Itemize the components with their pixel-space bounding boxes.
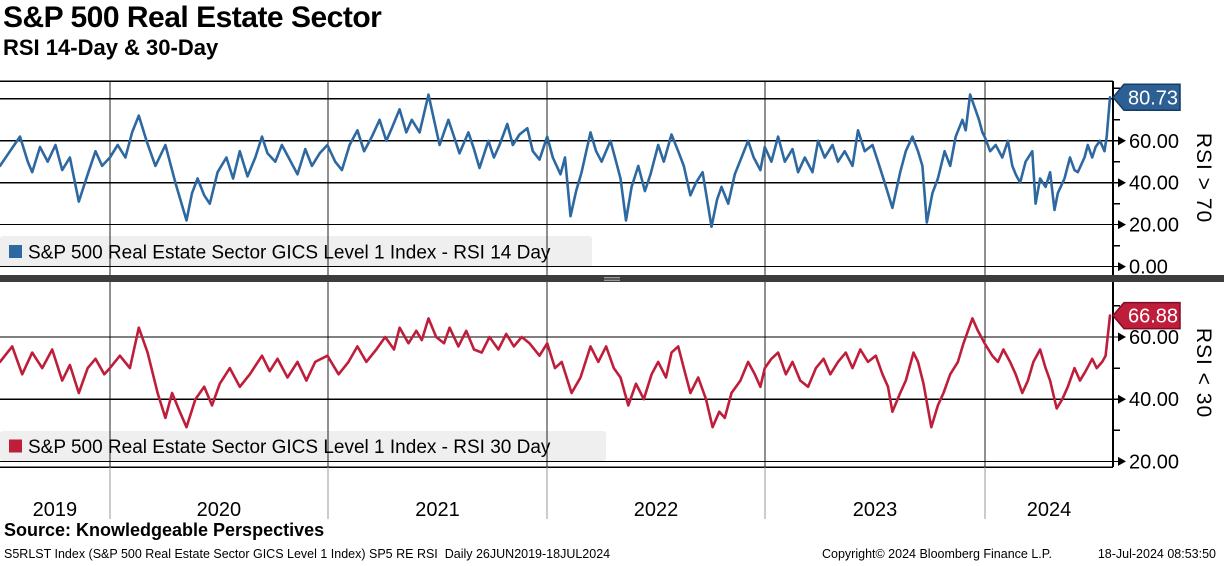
ticker-description: S5RLST Index (S&P 500 Real Estate Sector… bbox=[4, 547, 611, 561]
fineprint-row: S5RLST Index (S&P 500 Real Estate Sector… bbox=[0, 547, 1224, 565]
year-label: 2019 bbox=[33, 499, 78, 521]
x-axis: 2019 2020 2021 2022 2023 2024 bbox=[33, 467, 1072, 521]
rsi14-panel: 0.00 20.00 40.00 60.00 80.73 RSI > 70 S&P 500 … bbox=[0, 80, 1215, 279]
panel-divider bbox=[0, 275, 1224, 282]
rsi30-legend-swatch-icon bbox=[9, 439, 22, 453]
year-label: 2023 bbox=[853, 499, 898, 521]
tick-arrow-icon bbox=[1118, 136, 1126, 146]
y-tick-label: 0.00 bbox=[1129, 257, 1168, 279]
tick-arrow-icon bbox=[1118, 262, 1126, 272]
tick-arrow-icon bbox=[1118, 178, 1126, 188]
y-tick-label: 40.00 bbox=[1129, 173, 1179, 195]
rsi14-last-value-badge bbox=[1112, 83, 1181, 112]
rsi14-legend-swatch-icon bbox=[9, 245, 22, 258]
rsi30-legend-box bbox=[0, 431, 606, 461]
y-tick-label: 60.00 bbox=[1129, 131, 1179, 153]
rsi14-side-label: RSI > 70 bbox=[1192, 133, 1215, 223]
rsi30-last-value-label: 66.88 bbox=[1128, 306, 1178, 328]
tick-arrow-icon bbox=[1118, 220, 1126, 230]
timestamp-text: 18-Jul-2024 08:53:50 bbox=[1097, 547, 1216, 561]
rsi14-legend-label: S&P 500 Real Estate Sector GICS Level 1 … bbox=[28, 243, 551, 264]
rsi14-legend-box bbox=[0, 236, 592, 267]
rsi30-last-value-badge bbox=[1112, 301, 1181, 330]
rsi14-series-line bbox=[0, 93, 1112, 228]
y-tick-label: 20.00 bbox=[1129, 451, 1179, 473]
year-label: 2021 bbox=[415, 499, 460, 521]
rsi30-legend-label: S&P 500 Real Estate Sector GICS Level 1 … bbox=[28, 437, 551, 458]
rsi30-series-line bbox=[0, 314, 1112, 429]
divider-grip[interactable] bbox=[604, 277, 620, 281]
source-line: Source: Knowledgeable Perspectives bbox=[4, 520, 325, 540]
chart-canvas: 0.00 20.00 40.00 60.00 80.73 RSI > 70 S&P 500 … bbox=[0, 80, 1224, 521]
y-tick-label: 40.00 bbox=[1129, 389, 1179, 411]
rsi30-side-label: RSI < 30 bbox=[1192, 328, 1215, 418]
year-label: 2024 bbox=[1027, 499, 1072, 521]
tick-arrow-icon bbox=[1118, 332, 1126, 342]
tick-arrow-icon bbox=[1118, 456, 1126, 466]
tick-arrow-icon bbox=[1118, 394, 1126, 404]
chart-shape bbox=[604, 279, 620, 281]
chart-shape bbox=[604, 277, 620, 279]
rsi14-last-value-label: 80.73 bbox=[1128, 87, 1178, 109]
copyright-text: Copyright© 2024 Bloomberg Finance L.P. bbox=[822, 547, 1052, 561]
year-label: 2022 bbox=[634, 499, 679, 521]
y-tick-label: 20.00 bbox=[1129, 215, 1179, 237]
y-tick-label: 60.00 bbox=[1129, 327, 1179, 349]
page-title: S&P 500 Real Estate Sector bbox=[3, 1, 382, 34]
year-label: 2020 bbox=[197, 499, 242, 521]
divider-bar bbox=[0, 275, 1224, 282]
page-subtitle: RSI 14-Day & 30-Day bbox=[3, 35, 219, 60]
